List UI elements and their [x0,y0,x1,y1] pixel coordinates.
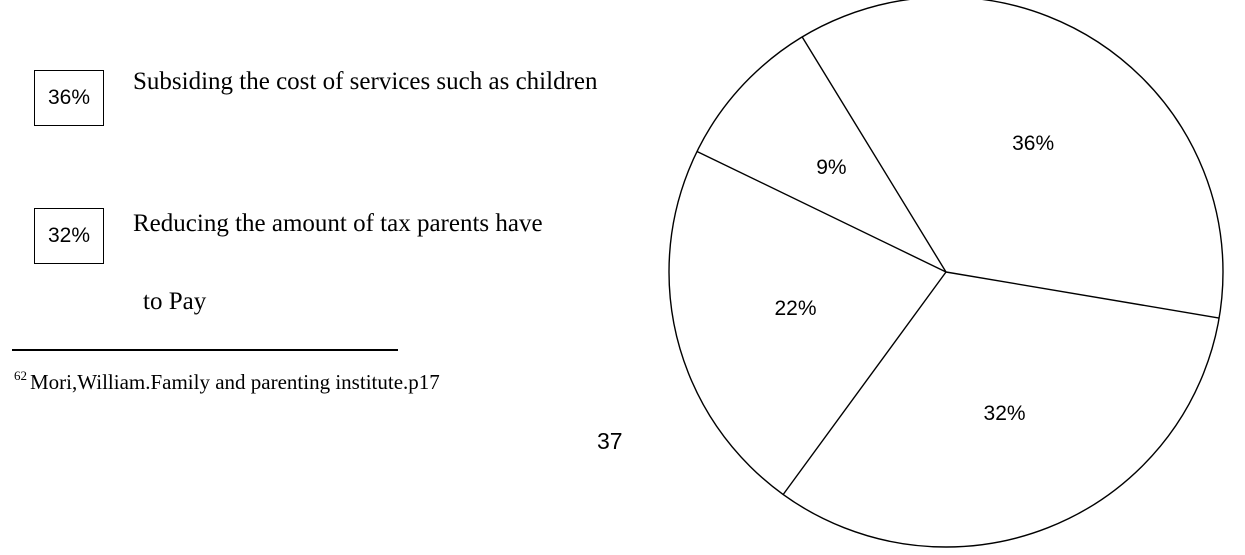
footnote: 62 Mori,William.Family and parenting inst… [14,368,440,395]
legend-percent: 32% [47,224,91,247]
pie-slice-label: 32% [984,402,1026,425]
pie-outline [668,0,1224,548]
legend-text-services: Subsiding the cost of services such as c… [133,68,598,95]
pie-slice-boundary [696,150,947,273]
legend-text-tax: Reducing the amount of tax parents have [133,210,543,237]
pie-slice-boundary [945,271,1220,319]
legend-percent: 36% [47,86,91,109]
footnote-separator [12,349,398,351]
pie-slice-boundary [782,271,947,495]
legend-text-tax-continuation: to Pay [143,288,207,315]
footnote-text: Mori,William.Family and parenting instit… [30,370,440,394]
pie-slice-label: 36% [1012,132,1054,155]
pie-slice-label: 22% [774,297,816,320]
pie-slice-label: 9% [816,156,846,179]
footnote-number: 62 [14,368,27,383]
legend-box-32: 32% [34,208,104,264]
pie-slice-boundary [801,36,947,273]
legend-box-36: 36% [34,70,104,126]
page-number: 37 [597,428,623,454]
